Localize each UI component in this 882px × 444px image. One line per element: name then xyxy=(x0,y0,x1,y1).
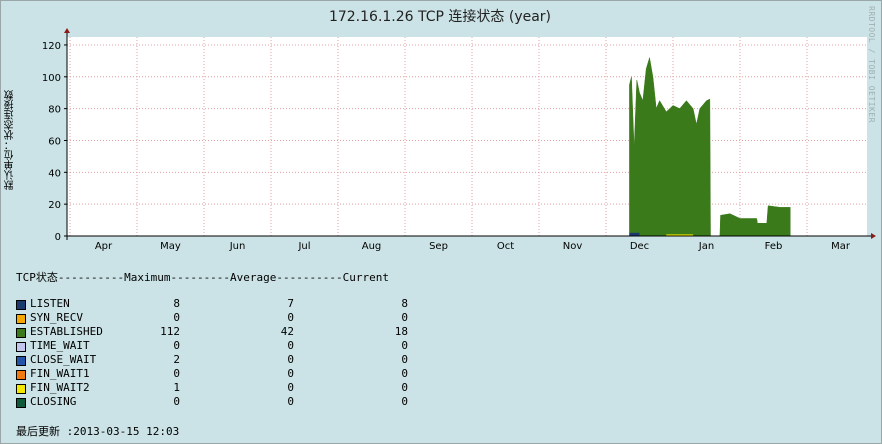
x-tick-label: Sep xyxy=(429,241,448,252)
series-listen-area xyxy=(629,232,640,236)
legend-maximum: 0 xyxy=(173,311,180,324)
legend-series-name: FIN_WAIT1 xyxy=(30,367,90,380)
x-tick-label: Nov xyxy=(563,241,583,252)
legend-average: 0 xyxy=(287,367,294,380)
legend-average: 0 xyxy=(287,395,294,408)
legend-maximum: 1 xyxy=(173,381,180,394)
x-tick-label: Mar xyxy=(831,241,851,252)
legend-average: 7 xyxy=(287,297,294,310)
chart-title: 172.16.1.26 TCP 连接状态 (year) xyxy=(328,9,552,25)
legend-swatch xyxy=(16,398,26,408)
legend-average: 42 xyxy=(280,325,294,338)
plot-area xyxy=(67,37,867,236)
legend-series-name: CLOSE_WAIT xyxy=(30,353,97,366)
legend-series-name: FIN_WAIT2 xyxy=(30,381,90,394)
legend-current: 0 xyxy=(401,353,408,366)
legend-header: TCP状态----------Maximum---------Average--… xyxy=(16,271,389,284)
legend-current: 0 xyxy=(401,339,408,352)
y-tick-label: 0 xyxy=(55,232,61,243)
y-tick-label: 100 xyxy=(42,73,61,84)
x-tick-label: Dec xyxy=(630,241,649,252)
legend-maximum: 112 xyxy=(160,325,180,338)
rrdtool-watermark: RRDTOOL / TOBI OETIKER xyxy=(867,6,876,123)
x-tick-label: Feb xyxy=(765,241,783,252)
y-tick-label: 80 xyxy=(48,105,61,116)
y-axis-arrow xyxy=(64,28,70,33)
legend-current: 8 xyxy=(401,297,408,310)
legend-current: 0 xyxy=(401,395,408,408)
x-tick-label: Aug xyxy=(362,241,382,252)
y-tick-label: 120 xyxy=(42,41,61,52)
x-tick-label: Jul xyxy=(297,241,310,252)
legend-swatch xyxy=(16,328,26,338)
y-tick-label: 20 xyxy=(48,200,61,211)
legend-series-name: ESTABLISHED xyxy=(30,325,103,338)
legend-swatch xyxy=(16,300,26,310)
legend-swatch xyxy=(16,342,26,352)
x-tick-label: Oct xyxy=(497,241,514,252)
y-tick-label: 60 xyxy=(48,136,61,147)
x-axis-arrow xyxy=(871,233,876,239)
chart-plot: 0 20 40 60 80 100 120 Apr May Jun Jul Aug Sep Oct Nov D… xyxy=(42,28,876,252)
legend-maximum: 0 xyxy=(173,339,180,352)
legend-average: 0 xyxy=(287,339,294,352)
legend-series-name: SYN_RECV xyxy=(30,311,83,324)
x-tick-label: Jun xyxy=(229,241,246,252)
legend-current: 18 xyxy=(394,325,408,338)
x-tick-label: Apr xyxy=(95,241,113,252)
legend-swatch xyxy=(16,314,26,324)
legend-current: 0 xyxy=(401,367,408,380)
legend-current: 0 xyxy=(401,311,408,324)
legend-swatch xyxy=(16,384,26,394)
legend-current: 0 xyxy=(401,381,408,394)
legend-series-name: TIME_WAIT xyxy=(30,339,90,352)
legend-swatch xyxy=(16,356,26,366)
last-update: 最后更新 :2013-03-15 12:03 xyxy=(16,425,180,438)
legend-swatch xyxy=(16,370,26,380)
legend-average: 0 xyxy=(287,381,294,394)
legend-series-name: LISTEN xyxy=(30,297,70,310)
legend-maximum: 0 xyxy=(173,395,180,408)
x-tick-label: May xyxy=(160,241,181,252)
x-tick-label: Jan xyxy=(698,241,714,252)
legend-maximum: 8 xyxy=(173,297,180,310)
legend-maximum: 0 xyxy=(173,367,180,380)
legend-maximum: 2 xyxy=(173,353,180,366)
series-fin-wait2-area xyxy=(666,234,694,236)
legend-average: 0 xyxy=(287,353,294,366)
legend-average: 0 xyxy=(287,311,294,324)
legend-series-name: CLOSING xyxy=(30,395,77,408)
series-established-area xyxy=(629,57,791,237)
y-tick-label: 40 xyxy=(48,168,61,179)
